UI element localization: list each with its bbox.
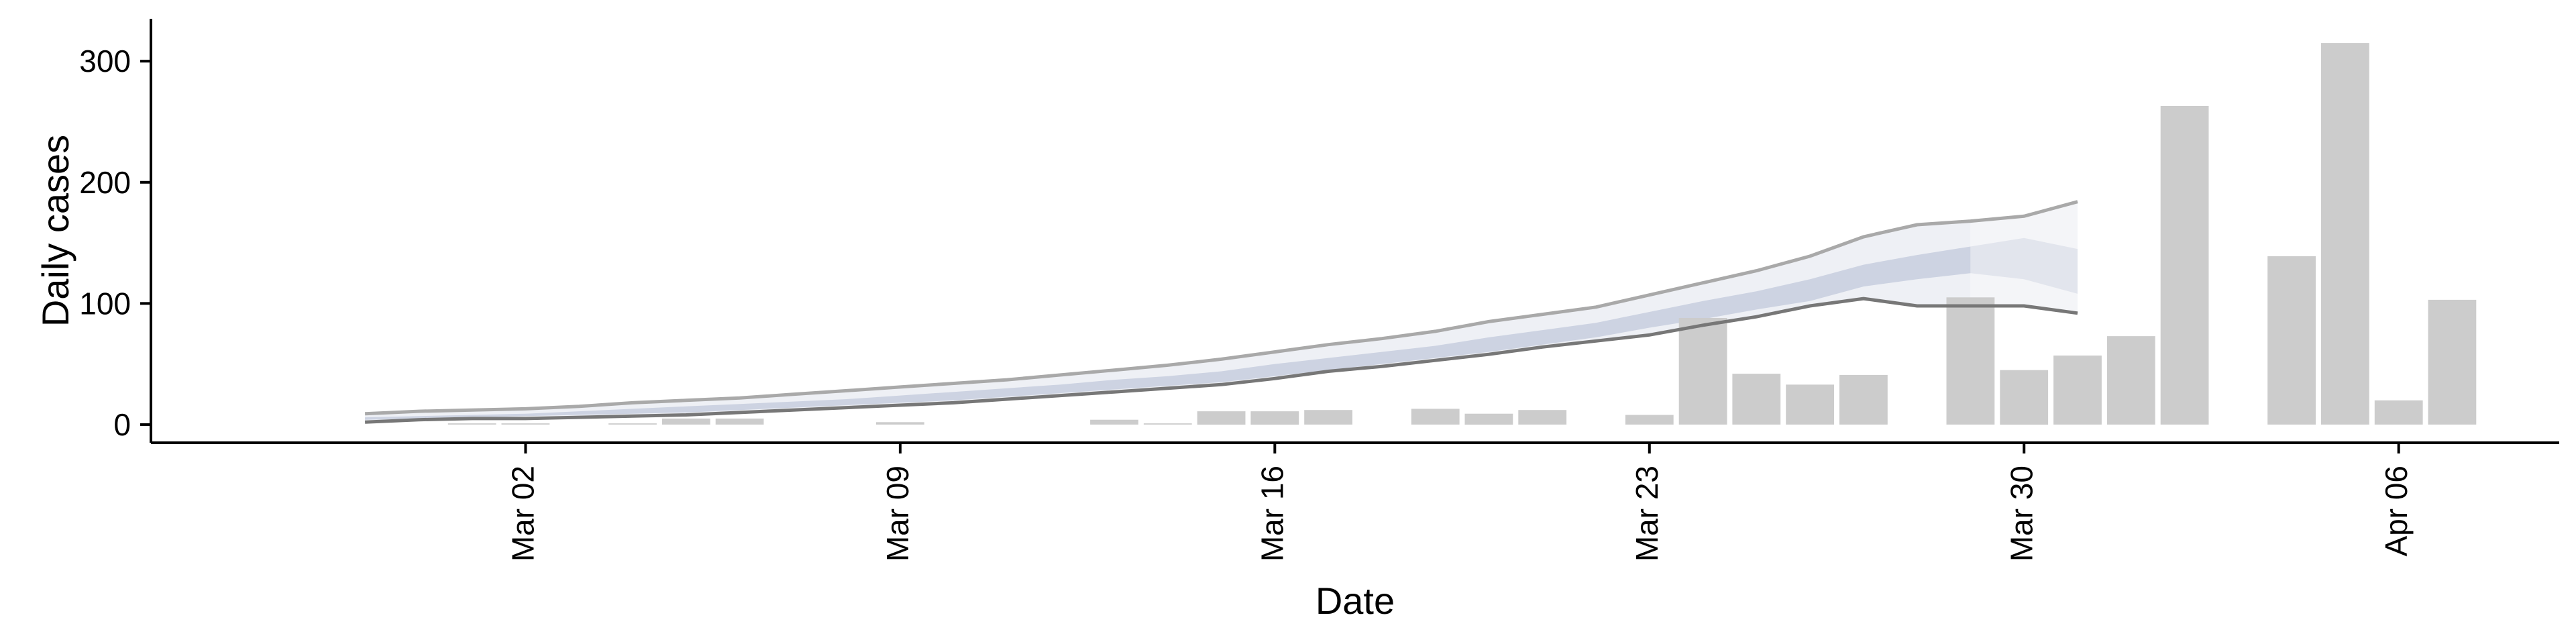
bar-2020-03-06 [715,418,764,425]
x-tick-label-2020-04-06: Apr 06 [2379,466,2414,557]
bar-2020-04-01 [2106,336,2155,425]
bar-2020-04-06 [2374,400,2423,425]
y-tick-label-200: 200 [79,165,131,200]
bar-2020-03-17 [1304,410,1352,425]
bar-2020-04-02 [2160,106,2209,425]
bar-2020-03-24 [1678,318,1727,425]
bar-2020-03-15 [1197,411,1246,425]
bar-2020-03-21 [1518,410,1567,425]
bar-2020-03-13 [1090,419,1138,425]
bar-2020-03-20 [1464,413,1513,425]
x-tick-label-2020-03-16: Mar 16 [1254,466,1289,561]
y-axis-title: Daily cases [34,135,76,327]
x-ticks: Mar 02 Mar 09 Mar 16 Mar 23 Mar 30 Apr 06 [506,443,2414,561]
forecast-band-50 [1970,237,2078,294]
bar-2020-03-14 [1143,423,1192,425]
bar-2020-03-23 [1625,415,1674,425]
x-tick-label-2020-03-23: Mar 23 [1629,466,1664,561]
axes: 0 100 200 300 Mar 02 Mar 09 Mar 16 Mar 23 Mar 3… [79,19,2559,561]
bar-2020-03-26 [1786,384,1834,425]
x-tick-label-2020-03-30: Mar 30 [2004,466,2039,561]
bar-2020-03-29 [1946,297,1995,425]
bar-series [447,43,2477,425]
bar-2020-04-05 [2321,43,2369,425]
y-tick-label-100: 100 [79,286,131,321]
estimate-band-50 [365,246,1971,420]
bar-2020-03-25 [1732,374,1781,425]
y-tick-label-0: 0 [113,407,131,442]
estimate-lines [364,200,2078,424]
bar-2020-04-04 [2267,256,2316,425]
bar-2020-03-04 [608,423,657,425]
bar-2020-03-16 [1250,411,1299,425]
x-tick-label-2020-03-09: Mar 09 [880,466,915,561]
lower-bound-line [364,297,2078,424]
bar-2020-03-30 [2000,370,2049,425]
x-axis-title: Date [1316,580,1395,622]
bar-2020-03-02 [501,423,550,425]
bar-2020-03-09 [876,422,924,425]
bar-2020-03-01 [447,423,496,425]
bar-2020-03-27 [1839,374,1888,425]
x-tick-label-2020-03-02: Mar 02 [506,466,541,561]
bar-2020-04-07 [2428,299,2477,425]
bar-2020-03-31 [2053,356,2102,425]
y-ticks: 0 100 200 300 [79,44,151,442]
estimate-bands [365,201,2078,423]
bar-2020-03-19 [1411,409,1460,425]
upper-bound-line [364,200,2078,416]
y-tick-label-300: 300 [79,44,131,78]
bar-2020-03-05 [661,418,710,425]
